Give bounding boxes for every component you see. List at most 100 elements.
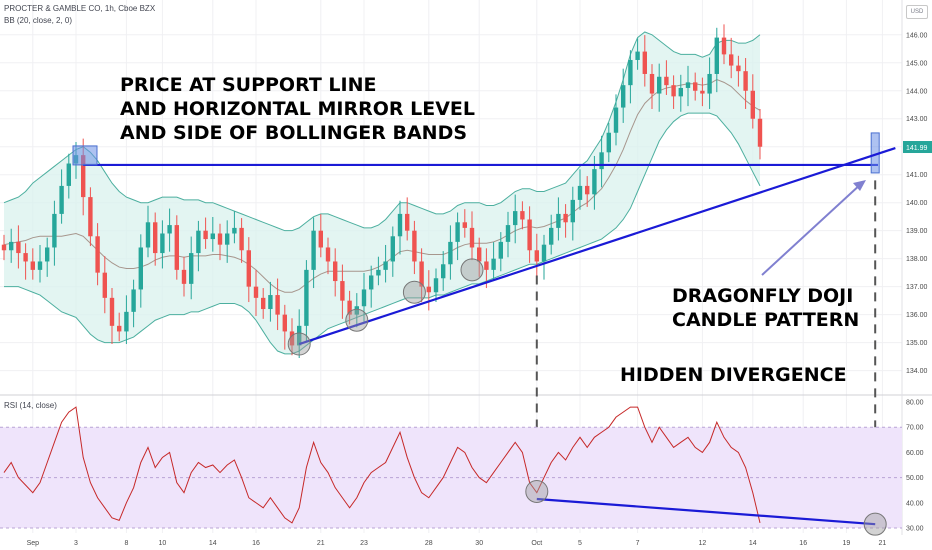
touch-marker — [287, 332, 311, 356]
candle-body — [261, 297, 266, 310]
price-tick-label: 144.00 — [906, 88, 928, 95]
candle-body — [145, 222, 151, 248]
rsi-tick-label: 40.00 — [906, 500, 924, 507]
candle-body — [685, 82, 691, 88]
price-tick-label: 134.00 — [906, 368, 928, 375]
candle-body — [635, 51, 640, 60]
candle-body — [505, 225, 511, 242]
candle-body — [383, 261, 388, 270]
candle-body — [37, 261, 43, 270]
candle-body — [160, 233, 165, 254]
touch-marker — [460, 258, 484, 282]
rsi-indicator-label[interactable]: RSI (14, close) — [4, 401, 57, 410]
candle-body — [477, 247, 482, 262]
touch-marker — [525, 479, 549, 503]
currency-button[interactable]: USD — [906, 5, 928, 19]
candle-body — [606, 132, 611, 153]
candle-body — [23, 253, 28, 262]
candle-body — [203, 230, 208, 240]
rsi-pane — [0, 406, 902, 536]
time-tick-label: 3 — [74, 540, 78, 547]
band-lower — [4, 112, 761, 355]
candle-body — [736, 65, 741, 72]
candle-body — [513, 211, 518, 226]
rsi-line — [3, 406, 761, 524]
time-tick-label: 12 — [699, 540, 707, 547]
candle-body — [419, 261, 424, 287]
time-tick-label: 28 — [425, 540, 433, 547]
divergence-line — [536, 497, 876, 526]
candle-body — [412, 230, 417, 262]
candle-body — [325, 247, 331, 262]
doji-arrow-head — [853, 180, 866, 191]
candle-body — [174, 225, 179, 270]
price-tick-label: 139.00 — [906, 228, 928, 235]
symbol-title: PROCTER & GAMBLE CO, 1h, Cboe BZX — [4, 4, 156, 13]
candle-body — [628, 59, 633, 86]
doji-annotation-line: CANDLE PATTERN — [672, 308, 860, 331]
candle-body — [246, 250, 251, 287]
rsi-tick-label: 80.00 — [906, 400, 924, 407]
candle-body — [592, 169, 597, 195]
candle-body — [232, 227, 237, 234]
candle-body — [304, 269, 309, 326]
time-tick-label: 19 — [843, 540, 851, 547]
candle-body — [30, 261, 35, 270]
candle-body — [441, 264, 446, 279]
divergence-annotation: HIDDEN DIVERGENCE — [620, 364, 847, 386]
candle-body — [95, 236, 100, 273]
support-annotation-line: AND SIDE OF BOLLINGER BANDS — [120, 121, 468, 144]
candle-body — [757, 118, 763, 147]
candle-body — [448, 241, 453, 265]
candle-body — [376, 269, 381, 276]
candle-body — [138, 247, 143, 290]
price-tick-label: 137.00 — [906, 284, 928, 291]
candle-body — [527, 219, 532, 251]
touch-marker — [345, 308, 369, 332]
time-tick-label: 14 — [749, 540, 757, 547]
doji-arrow — [761, 182, 863, 276]
candle-body — [268, 295, 273, 310]
candle-body — [369, 275, 374, 290]
candle-body — [181, 269, 187, 284]
candle-body — [117, 325, 122, 332]
candle-body — [1, 244, 7, 251]
candle-body — [131, 289, 136, 312]
candle-body — [714, 37, 719, 74]
candle-body — [484, 261, 489, 270]
doji-annotation-line: DRAGONFLY DOJI — [672, 285, 854, 307]
candle-body — [124, 311, 129, 332]
candle-body — [721, 37, 727, 55]
candle-body — [520, 211, 525, 220]
candle-body — [613, 107, 619, 133]
time-tick-label: 16 — [252, 540, 260, 547]
candle-body — [390, 236, 395, 262]
candle-body — [66, 163, 71, 186]
bb-indicator-label[interactable]: BB (20, close, 2, 0) — [4, 16, 73, 25]
candle-body — [333, 261, 338, 282]
candle-body — [599, 152, 604, 170]
candle-body — [102, 272, 107, 298]
time-tick-label: 8 — [124, 540, 128, 547]
candle-body — [9, 241, 14, 251]
last-price-label: 141.99 — [906, 145, 928, 152]
candle-body — [189, 253, 194, 284]
time-tick-label: 21 — [879, 540, 887, 547]
candle-body — [534, 250, 539, 262]
candle-body — [621, 85, 626, 108]
doji-annotation: DRAGONFLY DOJI CANDLE PATTERN — [672, 285, 859, 333]
band-basis — [3, 79, 761, 293]
candle-body — [541, 244, 547, 262]
rsi-tick-label: 50.00 — [906, 475, 924, 482]
price-tick-label: 141.00 — [906, 172, 928, 179]
candle-body — [347, 300, 352, 315]
candle-body — [167, 225, 172, 234]
candle-body — [318, 230, 323, 248]
touch-marker — [402, 280, 426, 304]
time-tick-label: 30 — [475, 540, 483, 547]
support-annotation-line: PRICE AT SUPPORT LINE — [120, 74, 377, 96]
rsi-tick-label: 70.00 — [906, 425, 924, 432]
candle-body — [671, 85, 676, 97]
highlight-box — [72, 145, 98, 166]
